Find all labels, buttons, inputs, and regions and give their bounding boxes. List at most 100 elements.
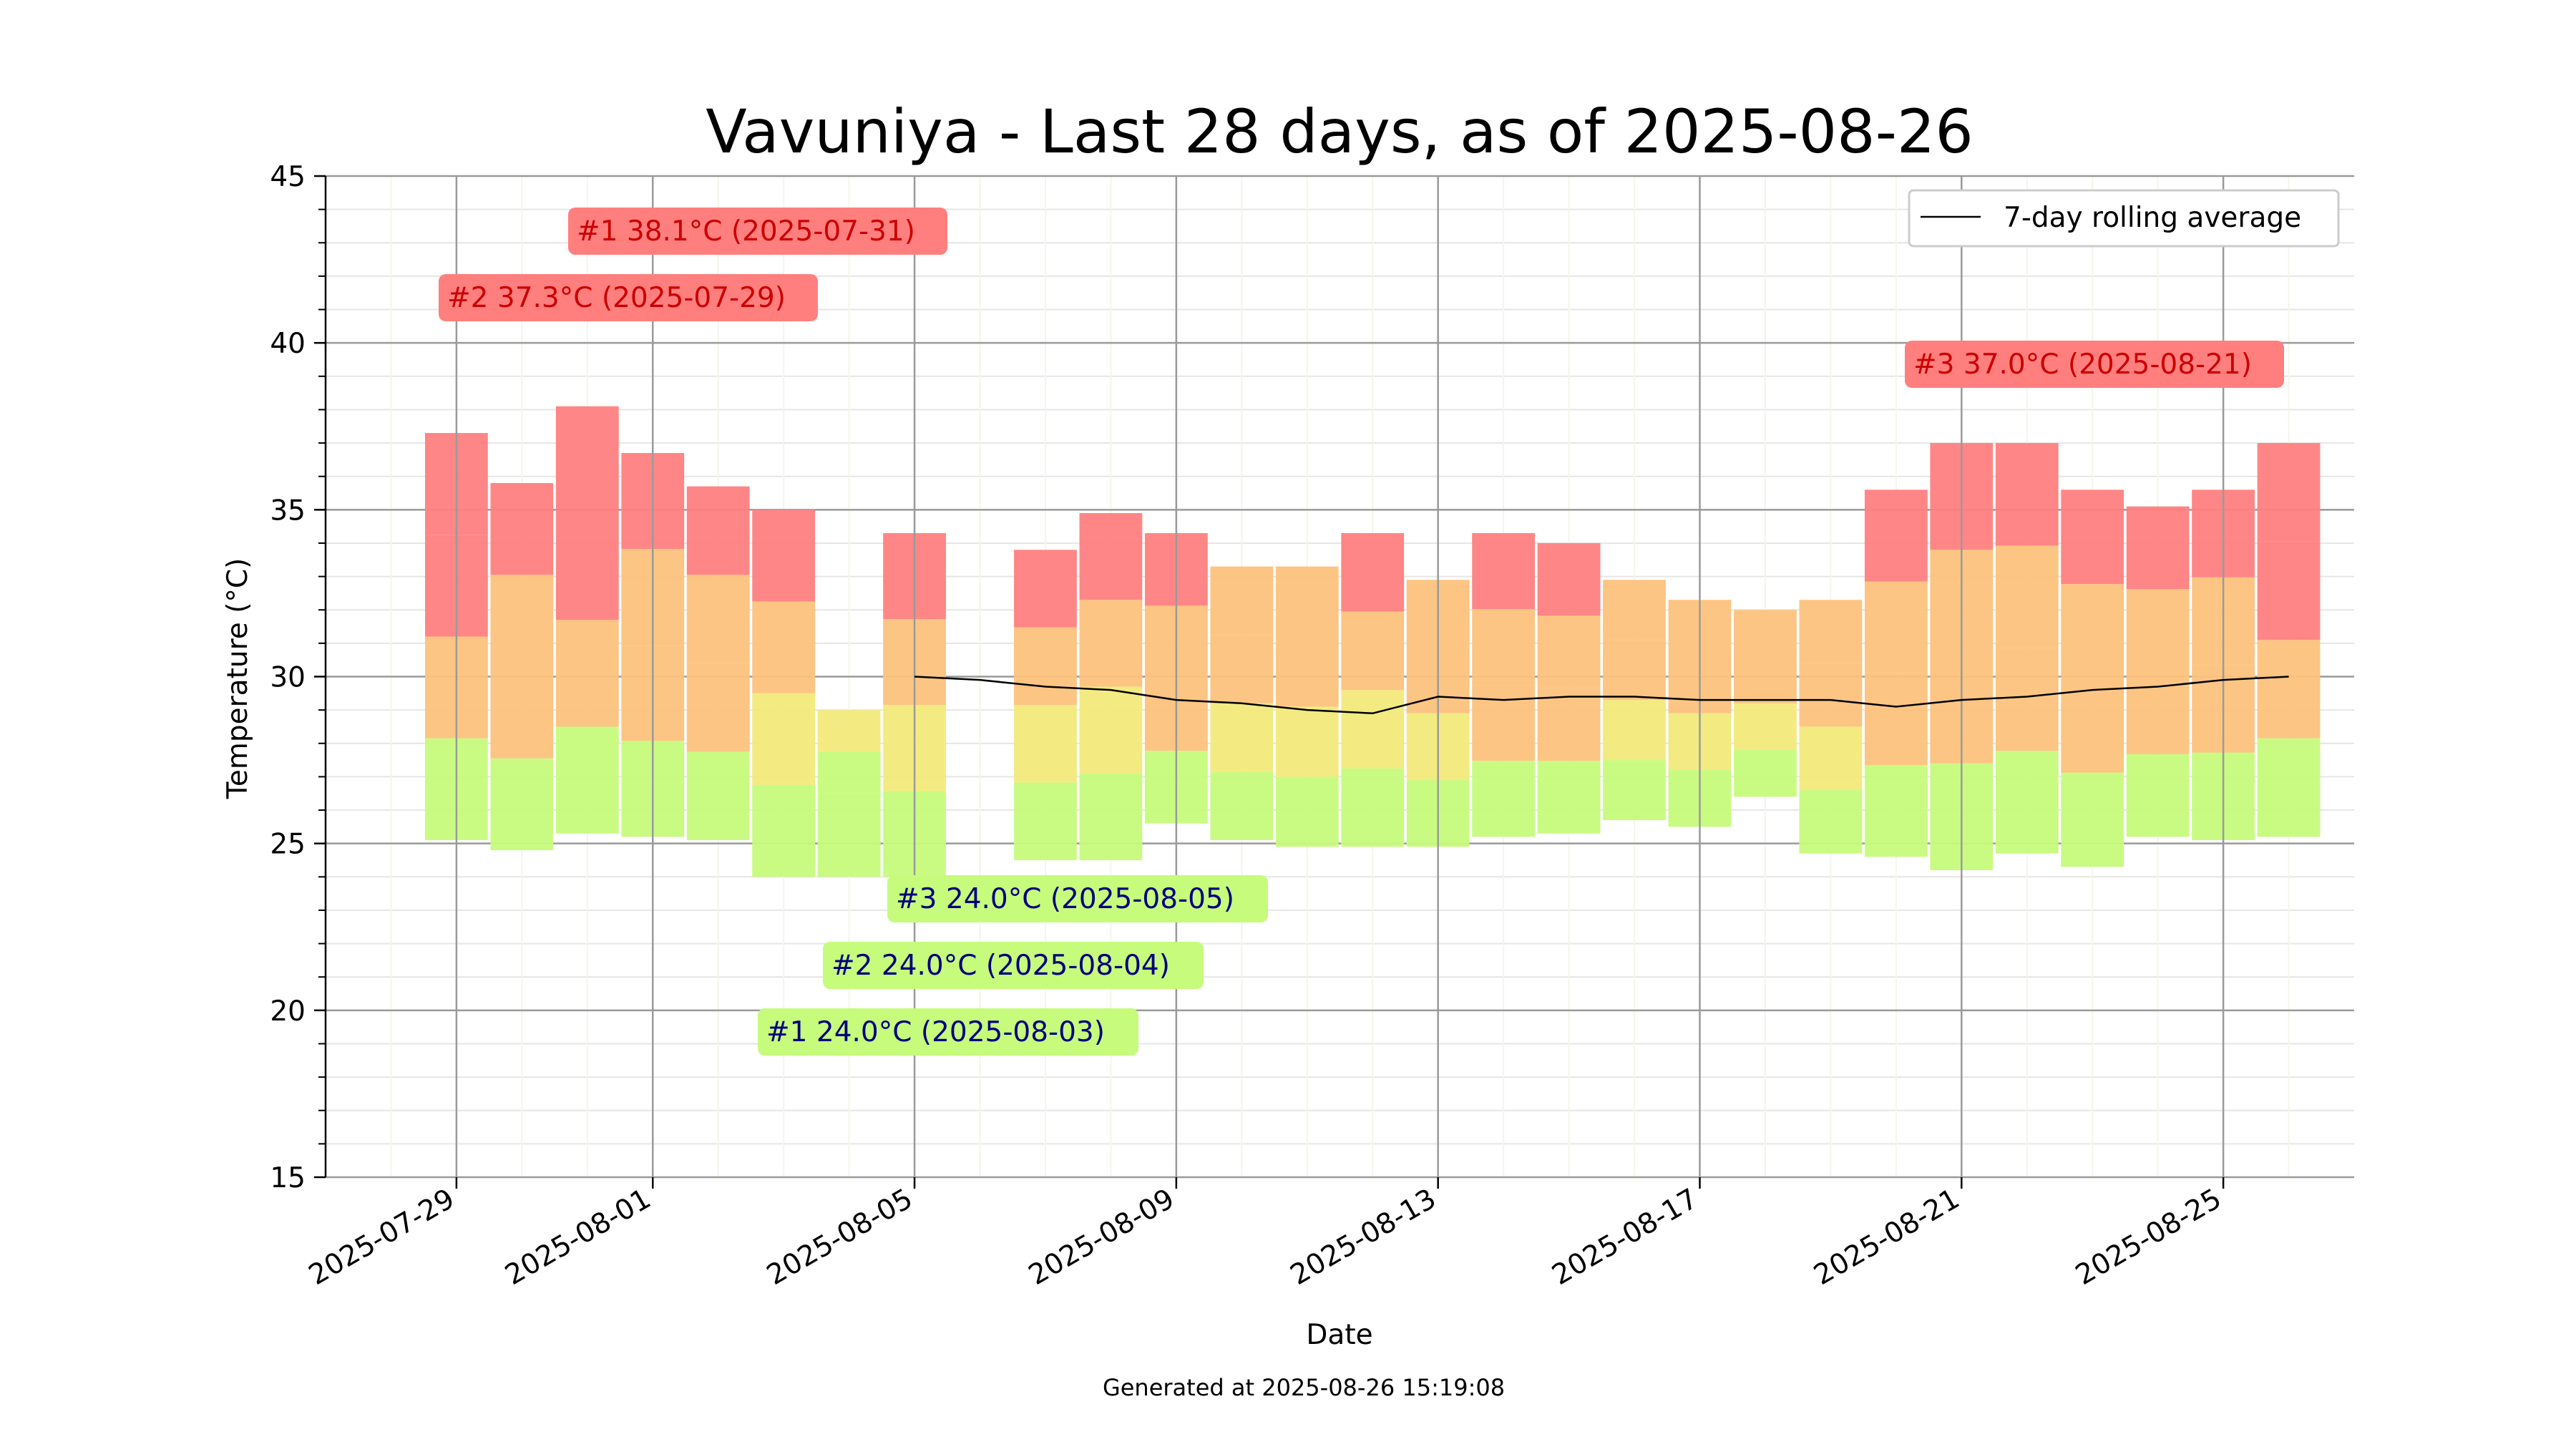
bar-segment (1472, 685, 1536, 761)
bar-segment (1537, 615, 1601, 688)
bar-segment (1603, 640, 1666, 701)
daily-bar (686, 486, 750, 841)
bar-segment (1275, 566, 1339, 637)
bar-segment (1341, 611, 1405, 691)
bar-segment (1341, 690, 1405, 769)
bar-segment (686, 575, 750, 663)
bar-segment (2061, 772, 2124, 867)
bar-segment (1079, 686, 1143, 774)
bar-segment (2126, 754, 2190, 837)
x-tick-label: 2025-07-29 (303, 1183, 460, 1292)
daily-bar (1603, 580, 1666, 821)
bar-segment (1799, 600, 1863, 663)
daily-bar (1472, 532, 1536, 837)
y-tick-label: 25 (270, 829, 306, 861)
bar-segment (2061, 584, 2124, 678)
daily-bar (2257, 443, 2321, 837)
bar-segment (686, 486, 750, 575)
daily-bar (2061, 489, 2124, 867)
bar-segment (555, 726, 619, 834)
x-tick-label: 2025-08-21 (1809, 1183, 1966, 1292)
bar-segment (817, 835, 881, 877)
max-temperature-annotation: #3 37.0°C (2025-08-21) (1905, 341, 2284, 388)
bar-segment (1864, 489, 1928, 582)
annotation-box (823, 942, 1204, 989)
bar-segment (1734, 656, 1797, 703)
bar-segment (1275, 776, 1339, 847)
bar-segment (1603, 580, 1666, 640)
bar-segment (1995, 648, 2059, 751)
annotation-box (439, 274, 818, 321)
bar-segment (1799, 726, 1863, 791)
daily-bar (490, 483, 554, 850)
bar-segment (752, 693, 816, 786)
x-tick-label: 2025-08-01 (499, 1183, 656, 1292)
bar-segment (490, 575, 554, 667)
bar-layer (425, 176, 2321, 1177)
bar-segment (1537, 688, 1601, 761)
daily-bar (1995, 443, 2059, 854)
bar-segment (1014, 705, 1077, 783)
x-axis-label: Date (1306, 1319, 1372, 1351)
bar-segment (555, 512, 619, 620)
annotation-layer: #1 38.1°C (2025-07-31) #2 37.3°C (2025-07… (439, 208, 2284, 1056)
bar-segment (1341, 768, 1405, 847)
bar-segment (2126, 589, 2190, 672)
bar-segment (1864, 581, 1928, 673)
bar-segment (490, 758, 554, 850)
bar-segment (817, 710, 881, 752)
x-tick-label: 2025-08-17 (1547, 1183, 1704, 1292)
bar-segment (1079, 773, 1143, 860)
bar-segment (1537, 761, 1601, 834)
rolling-average-layer (914, 676, 2289, 715)
daily-bar (1799, 600, 1863, 854)
bar-segment (1275, 706, 1339, 777)
bar-segment (2257, 738, 2321, 837)
bar-segment (2126, 506, 2190, 590)
legend-label: 7-day rolling average (2004, 202, 2301, 234)
bar-segment (1275, 636, 1339, 707)
legend-box (1908, 189, 2340, 248)
generated-at-footer: Generated at 2025-08-26 15:19:08 (1103, 1374, 1505, 1401)
daily-bar (1864, 489, 1928, 857)
bar-segment (1603, 700, 1666, 761)
bar-segment (2061, 678, 2124, 773)
bar-segment (1603, 760, 1666, 821)
min-temperature-annotation: #3 24.0°C (2025-08-05) (887, 875, 1268, 922)
bar-segment (686, 751, 750, 841)
bar-segment (1079, 600, 1143, 687)
annotation-box (887, 875, 1268, 922)
bar-segment (1210, 771, 1274, 841)
bar-segment (555, 406, 619, 513)
bar-segment (1995, 751, 2059, 854)
bar-segment (752, 785, 816, 877)
bar-segment (1734, 703, 1797, 751)
annotation-text: #2 37.3°C (2025-07-29) (447, 282, 786, 314)
bar-segment (555, 620, 619, 727)
y-tick-label: 15 (270, 1162, 306, 1194)
bar-segment (490, 483, 554, 575)
bar-segment (1799, 790, 1863, 854)
bar-segment (1210, 703, 1274, 772)
bar-segment (1864, 765, 1928, 857)
x-tick-label: 2025-08-05 (761, 1183, 918, 1292)
min-temperature-annotation: #1 24.0°C (2025-08-03) (758, 1008, 1138, 1056)
annotation-box (1905, 341, 2284, 388)
annotation-text: #1 38.1°C (2025-07-31) (577, 215, 915, 248)
y-tick-label: 40 (270, 328, 306, 360)
bar-segment (752, 510, 816, 602)
bar-segment (752, 601, 816, 693)
bar-segment (1864, 673, 1928, 766)
bar-segment (1472, 761, 1536, 837)
min-temperature-annotation: #2 24.0°C (2025-08-04) (823, 942, 1204, 989)
annotation-text: #1 24.0°C (2025-08-03) (766, 1016, 1105, 1048)
bar-segment (686, 663, 750, 752)
legend: 7-day rolling average (1908, 189, 2340, 248)
daily-bar (2126, 506, 2190, 837)
bar-segment (1079, 512, 1143, 600)
bar-segment (2257, 640, 2321, 739)
chart-title: Vavuniya - Last 28 days, as of 2025-08-2… (706, 97, 1974, 167)
bar-segment (817, 751, 881, 794)
bar-segment (1210, 566, 1274, 635)
